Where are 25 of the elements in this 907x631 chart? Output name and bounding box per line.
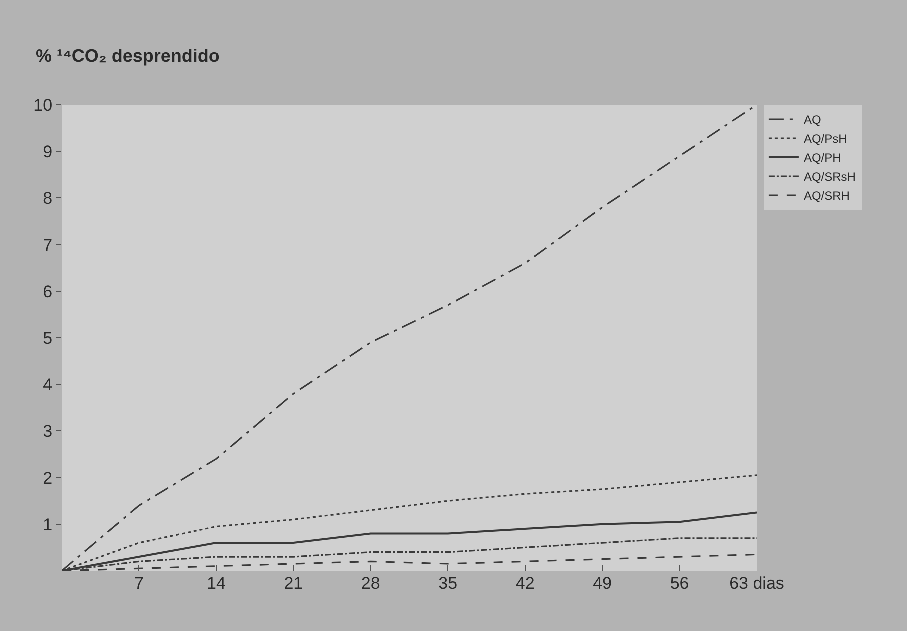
y-tick-label: 6 [43,282,53,302]
x-tick-label: 14 [206,574,226,593]
x-tick-label: 35 [438,574,458,593]
y-tick-label: 3 [43,422,53,442]
y-tick-label: 8 [43,189,53,208]
x-tick-label: 49 [593,574,612,593]
legend-label: AQ/SRsH [804,170,856,184]
y-tick-label: 5 [43,328,53,348]
legend-label: AQ/PH [804,151,842,166]
x-tick-label: 63 dias [730,574,784,593]
x-tick-label: 42 [516,574,535,593]
legend-label: AQ [804,113,822,128]
y-axis-title: % ¹⁴CO₂ desprendido [36,46,220,66]
y-tick-label: 7 [43,236,53,255]
x-tick-label: 56 [670,574,690,593]
y-tick-label: 2 [43,468,53,488]
x-tick-label: 7 [134,574,144,593]
y-tick-label: 9 [43,142,53,162]
y-tick-label: 1 [43,515,53,534]
y-tick-label: 10 [34,96,53,115]
y-tick-label: 4 [43,376,53,395]
x-tick-label: 28 [361,574,380,593]
legend-label: AQ/SRH [804,189,850,204]
legend-label: AQ/PsH [804,132,848,146]
x-tick-label: 21 [284,574,304,593]
